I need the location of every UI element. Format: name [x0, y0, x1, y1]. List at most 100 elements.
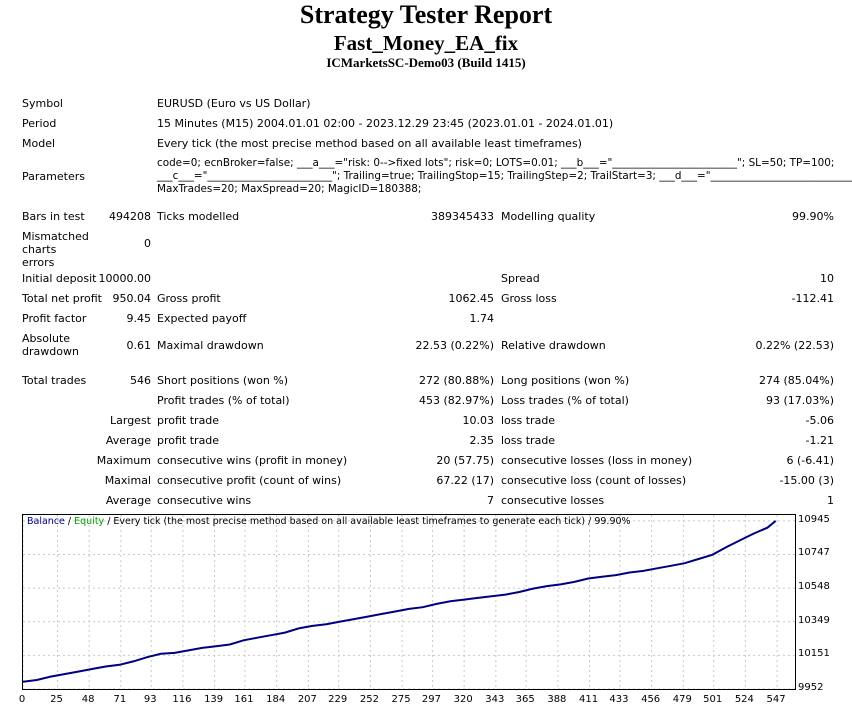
- payoff-value: 1.74: [469, 312, 495, 325]
- max-losses-value: 6 (-6.41): [786, 454, 834, 467]
- bars-label: Bars in test: [22, 210, 85, 223]
- period-label: Period: [22, 117, 57, 130]
- maximal-profit-label: consecutive profit (count of wins): [157, 474, 342, 487]
- absdd-label: Absolute drawdown: [22, 332, 79, 358]
- deposit-value: 10000.00: [98, 272, 152, 285]
- x-tick-label: 501: [703, 694, 723, 705]
- average-profit-value: 2.35: [469, 434, 495, 447]
- trades-label: Total trades: [22, 374, 87, 387]
- average-profit-label: profit trade: [157, 434, 220, 447]
- x-tick-label: 161: [234, 694, 254, 705]
- legend-equity: Equity: [74, 516, 105, 527]
- parameters-line-1: code=0; ecnBroker=false; ___a___="risk: …: [157, 157, 835, 169]
- pf-value: 9.45: [126, 312, 152, 325]
- x-tick-label: 479: [672, 694, 692, 705]
- losstrades-value: 93 (17.03%): [765, 394, 834, 407]
- x-tick-label: 116: [172, 694, 192, 705]
- x-tick-label: 207: [297, 694, 317, 705]
- parameters-line-2: ___c___="________________________"; Trai…: [157, 170, 852, 182]
- y-tick-label: 10945: [798, 513, 830, 525]
- legend-balance: Balance: [27, 516, 65, 527]
- largest-loss-label: loss trade: [501, 414, 556, 427]
- bars-value: 494208: [109, 210, 151, 223]
- x-tick-label: 547: [766, 694, 786, 705]
- pf-label: Profit factor: [22, 312, 87, 325]
- y-tick-label: 10151: [798, 648, 830, 660]
- avg-wins-value: 7: [487, 494, 494, 507]
- largest-profit-label: profit trade: [157, 414, 220, 427]
- maximal-profit-value: 67.22 (17): [436, 474, 494, 487]
- max-wins-value: 20 (57.75): [436, 454, 494, 467]
- deposit-label: Initial deposit: [22, 272, 97, 285]
- period-value: 15 Minutes (M15) 2004.01.01 02:00 - 2023…: [157, 117, 614, 130]
- x-tick-label: 433: [609, 694, 629, 705]
- account-info: ICMarketsSC-Demo03 (Build 1415): [326, 55, 526, 70]
- reldd-value: 0.22% (22.53): [755, 339, 834, 352]
- symbol-value: EURUSD (Euro vs US Dollar): [157, 97, 311, 110]
- x-tick-label: 456: [641, 694, 661, 705]
- max-wins-label: consecutive wins (profit in money): [157, 454, 348, 467]
- netprofit-label: Total net profit: [22, 292, 102, 305]
- max-losses-label: consecutive losses (loss in money): [501, 454, 693, 467]
- quality-value: 99.90%: [792, 210, 834, 223]
- ticks-label: Ticks modelled: [157, 210, 240, 223]
- mismatch-label: Mismatched charts errors: [22, 230, 89, 269]
- grossprofit-label: Gross profit: [157, 292, 221, 305]
- mismatch-value: 0: [144, 237, 151, 250]
- legend-sep: /: [64, 516, 75, 527]
- quality-label: Modelling quality: [501, 210, 596, 223]
- avg-losses-label: consecutive losses: [501, 494, 605, 507]
- reldd-label: Relative drawdown: [501, 339, 606, 352]
- maximal-loss-value: -15.00 (3): [779, 474, 834, 487]
- balance-chart: [22, 514, 796, 690]
- y-tick-label: 9952: [798, 682, 824, 693]
- profittrades-label: Profit trades (% of total): [157, 394, 290, 407]
- x-tick-label: 524: [734, 694, 754, 705]
- trades-value: 546: [130, 374, 151, 387]
- x-tick-label: 139: [204, 694, 224, 705]
- x-tick-label: 343: [485, 694, 505, 705]
- symbol-label: Symbol: [22, 97, 63, 110]
- average-loss-label: loss trade: [501, 434, 556, 447]
- parameters-line-3: MaxTrades=20; MaxSpread=20; MagicID=1803…: [157, 183, 422, 195]
- x-tick-label: 48: [81, 694, 95, 705]
- x-tick-label: 93: [143, 694, 157, 705]
- x-tick-label: 0: [18, 694, 26, 705]
- grossprofit-value: 1062.45: [448, 292, 495, 305]
- grossloss-label: Gross loss: [501, 292, 557, 305]
- average-label: Average: [105, 434, 151, 447]
- grossloss-value: -112.41: [791, 292, 834, 305]
- x-tick-label: 411: [579, 694, 599, 705]
- largest-label: Largest: [110, 414, 151, 427]
- netprofit-value: 950.04: [112, 292, 152, 305]
- ea-name: Fast_Money_EA_fix: [333, 31, 519, 55]
- x-tick-label: 275: [391, 694, 411, 705]
- x-tick-label: 25: [50, 694, 63, 705]
- short-value: 272 (80.88%): [418, 374, 494, 387]
- long-label: Long positions (won %): [501, 374, 630, 387]
- short-label: Short positions (won %): [157, 374, 289, 387]
- maxdd-value: 22.53 (0.22%): [415, 339, 494, 352]
- x-tick-label: 184: [266, 694, 286, 705]
- profittrades-value: 453 (82.97%): [418, 394, 494, 407]
- ticks-value: 389345433: [431, 210, 494, 223]
- x-tick-label: 297: [421, 694, 441, 705]
- chart-legend: Balance / Equity / Every tick (the most …: [27, 516, 631, 528]
- report-title: Strategy Tester Report: [299, 0, 553, 29]
- balance-line: [23, 520, 777, 683]
- maximal-loss-label: consecutive loss (count of losses): [501, 474, 687, 487]
- maximal-label: Maximal: [104, 474, 151, 487]
- average2-label: Average: [105, 494, 151, 507]
- model-value: Every tick (the most precise method base…: [157, 137, 582, 150]
- x-tick-label: 320: [453, 694, 473, 705]
- x-tick-label: 388: [547, 694, 567, 705]
- maximum-label: Maximum: [96, 454, 151, 467]
- balance-chart-svg: [23, 515, 795, 689]
- avg-wins-label: consecutive wins: [157, 494, 252, 507]
- parameters-label: Parameters: [22, 170, 85, 183]
- long-value: 274 (85.04%): [758, 374, 834, 387]
- losstrades-label: Loss trades (% of total): [501, 394, 629, 407]
- x-tick-label: 365: [515, 694, 535, 705]
- x-tick-label: 229: [328, 694, 348, 705]
- x-tick-label: 71: [113, 694, 127, 705]
